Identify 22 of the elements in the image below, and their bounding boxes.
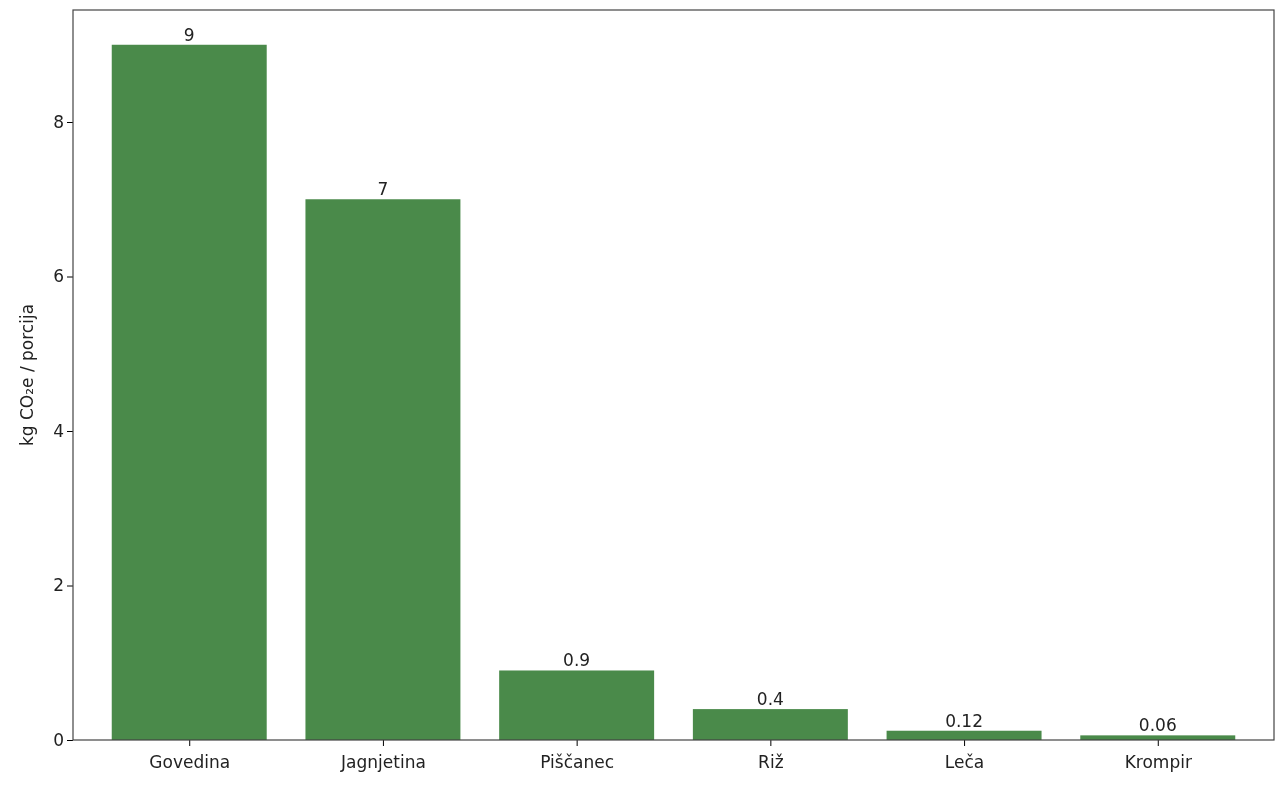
bar bbox=[111, 44, 267, 740]
bar bbox=[305, 199, 461, 740]
bar bbox=[692, 709, 848, 740]
data-label: 0.12 bbox=[945, 710, 983, 731]
y-tick-label: 0 bbox=[53, 729, 64, 750]
y-axis-title: kg CO₂e / porcija bbox=[17, 303, 37, 447]
data-label: 0.06 bbox=[1138, 715, 1177, 736]
x-tick-label: Krompir bbox=[1124, 751, 1192, 772]
data-label: 7 bbox=[377, 179, 389, 200]
x-tick-label: Govedina bbox=[149, 751, 231, 772]
data-label: 9 bbox=[183, 24, 195, 45]
x-tick-label: Riž bbox=[758, 751, 784, 772]
x-tick-label: Piščanec bbox=[540, 751, 615, 772]
x-tick-label: Jagnjetina bbox=[340, 751, 426, 772]
data-label: 0.9 bbox=[563, 650, 591, 671]
y-tick-label: 4 bbox=[53, 420, 64, 441]
x-tick-label: Leča bbox=[944, 751, 985, 772]
y-tick-label: 6 bbox=[53, 266, 64, 287]
data-label: 0.4 bbox=[756, 689, 784, 710]
y-tick-label: 8 bbox=[53, 111, 64, 132]
y-tick-label: 2 bbox=[53, 575, 64, 596]
bar bbox=[499, 670, 655, 740]
